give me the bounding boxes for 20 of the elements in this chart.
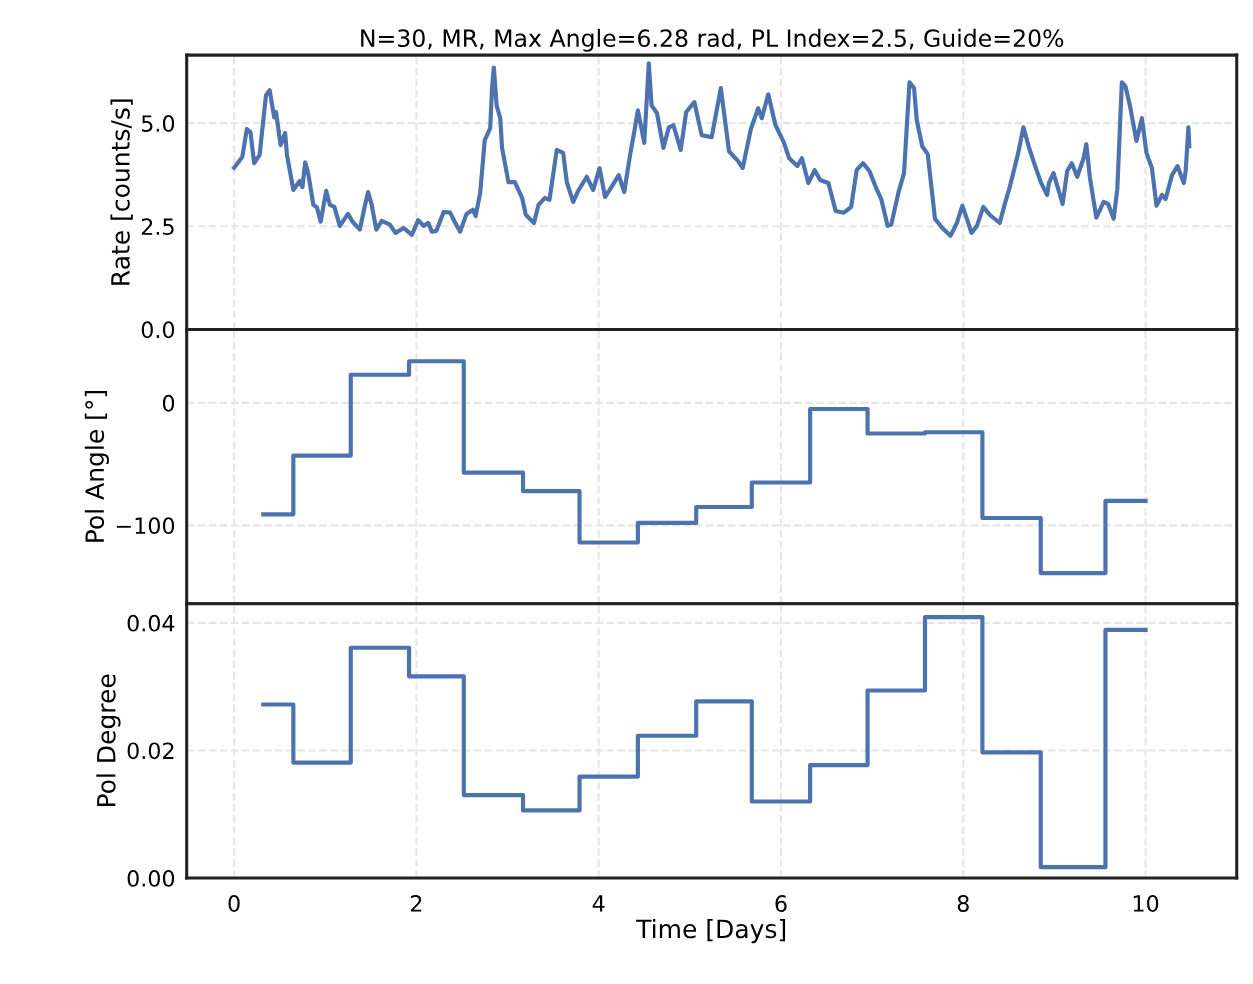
y-tick-label: −100 [116, 517, 175, 535]
x-axis-title: Time [Days] [636, 918, 786, 944]
y-tick-label: 0.02 [127, 742, 174, 760]
x-tick-label: 10 [1133, 895, 1159, 912]
y-axis-title: Rate [counts/s] [110, 99, 133, 285]
y-tick-label: 0 [162, 394, 175, 412]
y-axis-title: Pol Angle [°] [84, 390, 109, 542]
y-axis-title: Pol Degree [96, 674, 121, 807]
y-tick-label: 0.04 [127, 614, 175, 632]
y-tick-label: 0.00 [127, 869, 175, 887]
x-tick-label: 2 [410, 895, 422, 912]
chart-title: N=30, MR, Max Angle=6.28 rad, PL Index=2.5, Guide=20% [361, 28, 1064, 52]
y-tick-label: 2.5 [141, 218, 174, 236]
x-tick-label: 0 [228, 895, 240, 912]
x-tick-label: 4 [592, 895, 605, 912]
y-tick-label: 5.0 [141, 115, 175, 132]
y-tick-label: 0.0 [141, 321, 175, 339]
line-series [232, 61, 1192, 238]
x-tick-label: 6 [775, 895, 787, 912]
x-tick-label: 8 [957, 895, 969, 912]
